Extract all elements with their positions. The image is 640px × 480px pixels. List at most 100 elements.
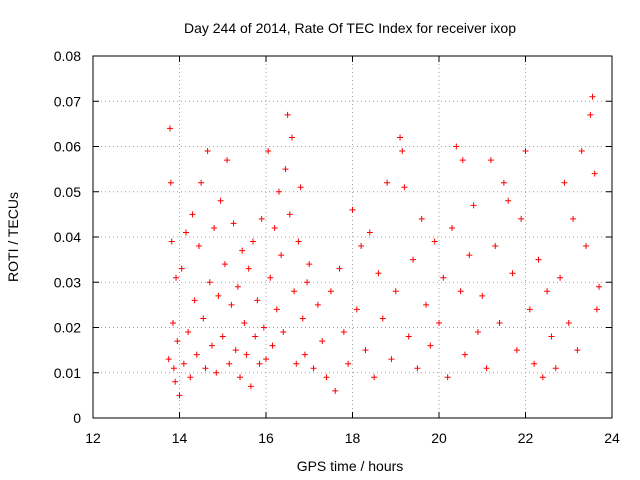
data-point-marker (589, 93, 596, 100)
data-point-marker (453, 143, 460, 150)
data-point-marker (336, 265, 343, 272)
data-point-marker (535, 256, 542, 263)
data-point-marker (180, 360, 187, 367)
data-point-marker (243, 351, 250, 358)
data-point-marker (371, 374, 378, 381)
data-point-marker (492, 243, 499, 250)
data-point-marker (297, 184, 304, 191)
data-point-marker (275, 188, 282, 195)
data-point-marker (397, 134, 404, 141)
data-point-marker (258, 215, 265, 222)
data-point-marker (474, 329, 481, 336)
data-point-marker (284, 111, 291, 118)
data-point-marker (522, 148, 529, 155)
x-tick-label: 14 (172, 430, 188, 446)
data-point-marker (583, 243, 590, 250)
x-tick-label: 22 (518, 430, 534, 446)
data-point-marker (505, 197, 512, 204)
data-point-marker (487, 157, 494, 164)
data-point-marker (401, 184, 408, 191)
data-point-marker (323, 374, 330, 381)
data-point-marker (260, 324, 267, 331)
data-point-marker (254, 297, 261, 304)
data-point-marker (306, 261, 313, 268)
data-point-marker (310, 365, 317, 372)
y-tick-label: 0.01 (54, 365, 81, 381)
data-point-marker (208, 342, 215, 349)
data-point-marker (265, 148, 272, 155)
data-point-marker (280, 329, 287, 336)
data-point-marker (461, 351, 468, 358)
y-tick-label: 0.03 (54, 274, 81, 290)
chart-title: Day 244 of 2014, Rate Of TEC Index for r… (184, 20, 516, 36)
y-tick-label: 0.04 (54, 229, 81, 245)
data-point-marker (174, 338, 181, 345)
data-point-marker (185, 329, 192, 336)
data-point-marker (288, 134, 295, 141)
data-point-marker (178, 265, 185, 272)
data-point-marker (587, 111, 594, 118)
y-tick-label: 0.07 (54, 93, 81, 109)
data-point-marker (213, 369, 220, 376)
data-point-marker (448, 224, 455, 231)
data-point-marker (340, 329, 347, 336)
data-point-marker (362, 347, 369, 354)
data-point-marker (565, 319, 572, 326)
data-point-marker (526, 306, 533, 313)
y-tick-label: 0 (73, 410, 81, 426)
y-tick-label: 0.06 (54, 139, 81, 155)
data-point-marker (301, 351, 308, 358)
data-point-marker (165, 356, 172, 363)
data-point-marker (423, 301, 430, 308)
data-point-marker (263, 356, 269, 363)
data-point-marker (168, 238, 175, 245)
x-tick-label: 16 (258, 430, 274, 446)
data-point-marker (291, 288, 298, 295)
data-point-marker (198, 179, 205, 186)
y-tick-label: 0.05 (54, 184, 81, 200)
data-point-marker (327, 288, 334, 295)
data-point-marker (418, 215, 425, 222)
data-point-marker (230, 220, 237, 227)
data-point-marker (570, 215, 577, 222)
data-point-marker (544, 288, 551, 295)
data-point-marker (267, 274, 274, 281)
data-point-marker (170, 365, 177, 372)
data-point-marker (299, 315, 306, 322)
data-point-marker (531, 360, 538, 367)
data-point-marker (466, 252, 473, 259)
data-point-marker (234, 283, 241, 290)
data-point-marker (278, 252, 285, 259)
data-point-marker (539, 374, 546, 381)
data-point-marker (304, 279, 311, 286)
data-point-marker (228, 301, 235, 308)
data-point-marker (237, 374, 244, 381)
data-point-marker (252, 333, 259, 340)
data-point-marker (195, 243, 202, 250)
data-point-marker (509, 270, 516, 277)
data-point-marker (358, 243, 365, 250)
data-point-marker (591, 170, 598, 177)
x-axis-label: GPS time / hours (297, 458, 404, 474)
data-point-marker (459, 157, 466, 164)
data-point-marker (245, 265, 252, 272)
data-point-marker (518, 215, 525, 222)
data-point-marker (399, 148, 406, 155)
data-point-marker (191, 297, 198, 304)
data-point-marker (414, 365, 421, 372)
data-point-marker (349, 206, 356, 213)
data-point-marker (271, 224, 278, 231)
data-point-marker (176, 392, 183, 399)
x-tick-label: 24 (604, 430, 620, 446)
x-tick-label: 12 (85, 430, 101, 446)
data-point-marker (250, 238, 257, 245)
data-point-marker (440, 274, 447, 281)
data-point-marker (193, 351, 200, 358)
data-point-marker (548, 333, 555, 340)
data-point-marker (167, 179, 174, 186)
data-point-marker (221, 261, 228, 268)
data-point-marker (500, 179, 507, 186)
data-point-marker (182, 229, 189, 236)
data-point-marker (189, 211, 196, 218)
data-point-marker (172, 378, 179, 385)
